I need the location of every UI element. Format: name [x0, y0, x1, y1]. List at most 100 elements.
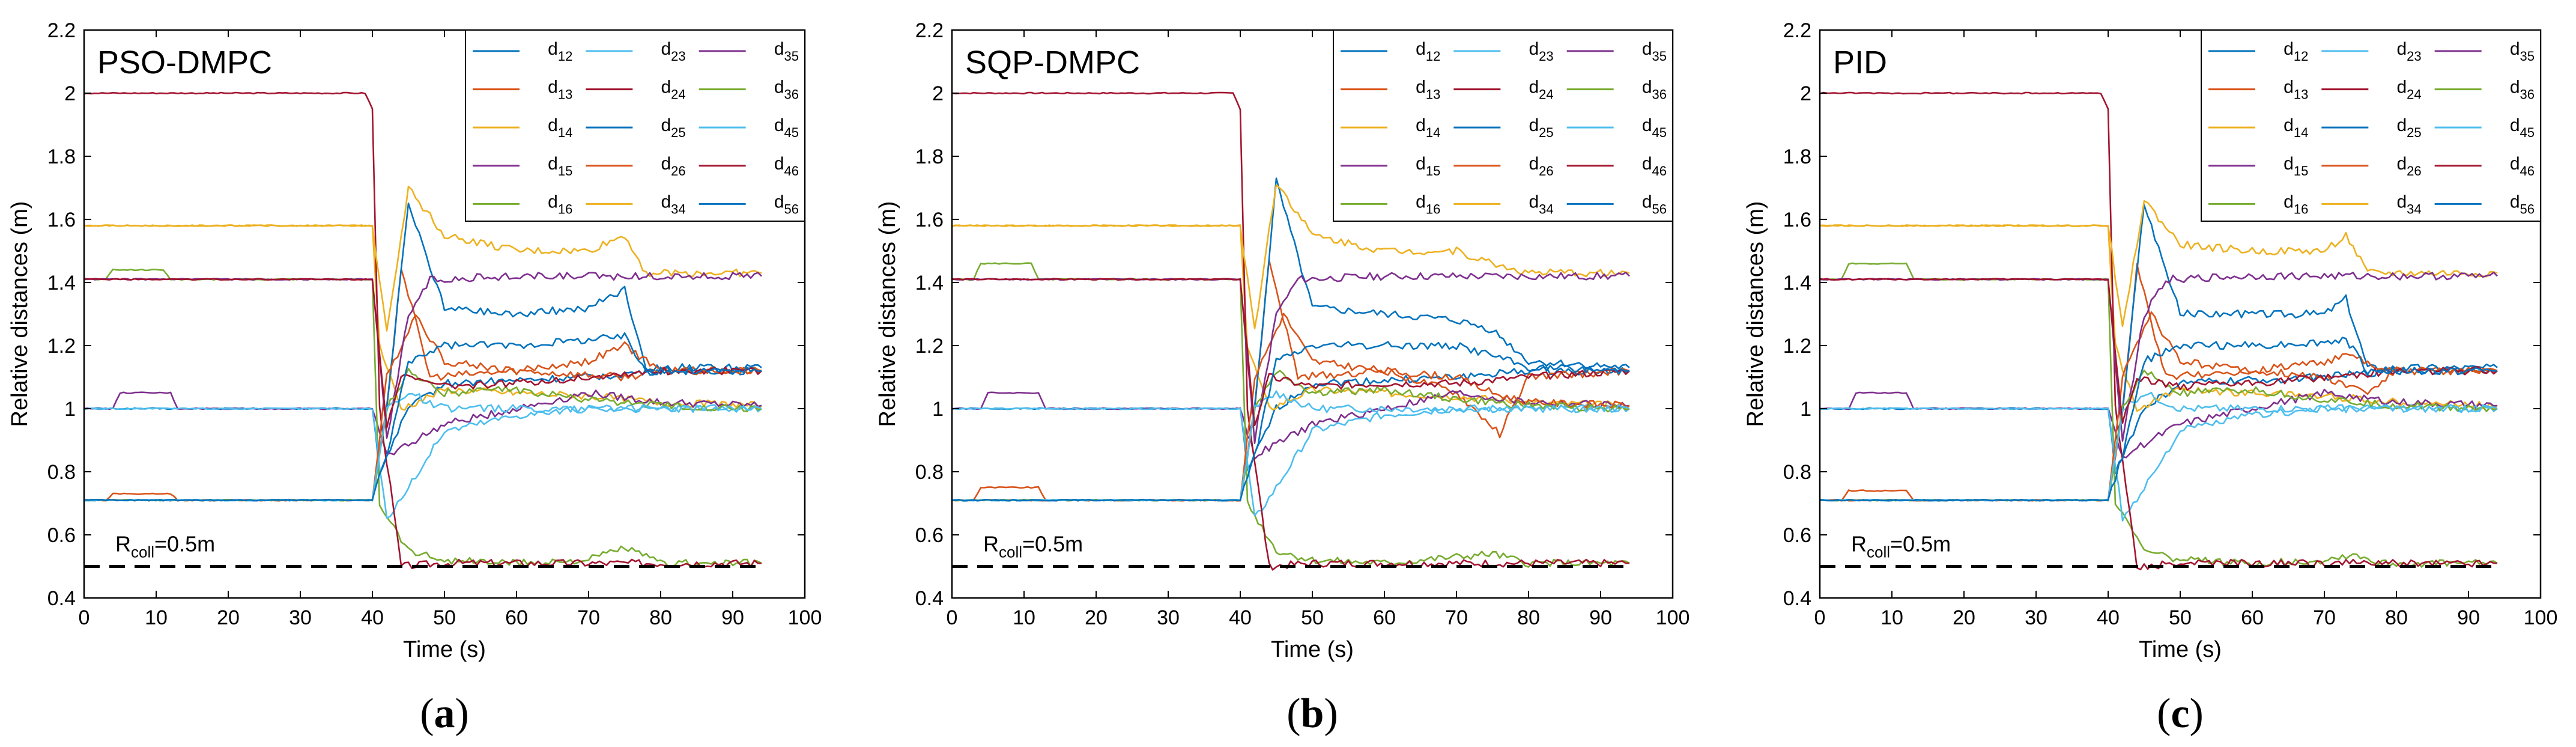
x-tick-label: 30 [1157, 606, 1180, 629]
chart-svg-a: 0 10 20 30 40 50 60 70 80 90 100 0.4 0.6 0.8 1 1.2 1.4 1.… [7, 19, 822, 737]
legend-entry-d46: d46 [1642, 154, 1667, 178]
y-tick-label: 1.4 [915, 272, 944, 294]
x-tick-label: 30 [289, 606, 312, 629]
x-axis-title: Time (s) [403, 637, 486, 662]
y-axis-title: Relative distances (m) [875, 201, 900, 427]
y-tick-label: 1.2 [1783, 335, 1811, 358]
legend-entry-d16: d16 [1416, 192, 1440, 216]
legend-name: d [2510, 192, 2520, 212]
legend-name: d [548, 154, 558, 174]
panel-label-close: ) [1324, 691, 1338, 737]
x-tick-label: 10 [1013, 606, 1035, 629]
chart-panel-c: 0 10 20 30 40 50 60 70 80 90 100 0.4 0.6 0.8 1 1.2 1.4 1.… [1736, 0, 2576, 747]
x-tick-label: 80 [2385, 606, 2408, 629]
y-tick-label: 0.8 [1783, 461, 1811, 484]
legend-name: d [2510, 154, 2520, 174]
legend-sub: 15 [2294, 163, 2308, 178]
y-tick-label: 0.8 [47, 461, 76, 484]
y-tick-label: 1.6 [915, 209, 944, 231]
x-tick-label: 0 [79, 606, 90, 629]
legend-entry-d23: d23 [661, 39, 685, 64]
legend-sub: 23 [1539, 49, 1553, 64]
legend-name: d [1416, 192, 1426, 212]
legend-sub: 56 [1652, 201, 1667, 216]
legend-name: d [1642, 154, 1652, 174]
legend-name: d [548, 115, 558, 135]
y-tick-label: 2.2 [915, 19, 944, 42]
legend-sub: 25 [671, 125, 685, 140]
legend-name: d [548, 192, 558, 212]
legend-entry-d26: d26 [661, 154, 685, 178]
legend-name: d [2396, 39, 2407, 59]
legend-name: d [2284, 78, 2294, 97]
legend-entry-d14: d14 [548, 115, 572, 140]
legend-entry-d45: d45 [774, 115, 799, 140]
legend-entry-d15: d15 [548, 154, 572, 178]
x-tick-label: 60 [505, 606, 528, 629]
legend-sub: 46 [2520, 163, 2535, 178]
legend-entry-d46: d46 [2510, 154, 2535, 178]
x-tick-label: 90 [2457, 606, 2480, 629]
legend-name: d [2396, 78, 2407, 97]
x-tick-label: 30 [2025, 606, 2047, 629]
legend-sub: 24 [2407, 87, 2421, 102]
panel-label-letter: b [1301, 691, 1324, 737]
legend-entry-d24: d24 [661, 78, 685, 102]
plot-title: PID [1833, 44, 1887, 81]
legend-sub: 46 [784, 163, 799, 178]
series-line-d34 [952, 184, 1630, 329]
legend-entry-d45: d45 [1642, 115, 1667, 140]
legend-entry-d56: d56 [774, 192, 799, 216]
series-line-d23 [952, 404, 1630, 517]
legend-name: d [2396, 154, 2407, 174]
legend-sub: 13 [558, 87, 572, 102]
series-line-d24 [952, 91, 1630, 571]
y-tick-label: 1.2 [915, 335, 944, 358]
legend-name: d [661, 154, 671, 174]
panel-label-close: ) [455, 691, 469, 737]
legend-entry-d45: d45 [2510, 115, 2535, 140]
legend-name: d [661, 192, 671, 212]
legend-name: d [1529, 78, 1539, 97]
x-axis-title: Time (s) [1271, 637, 1354, 662]
panel-label: (c) [2157, 691, 2204, 737]
legend-entry-d14: d14 [1416, 115, 1440, 140]
plot-title: PSO-DMPC [97, 44, 272, 81]
legend-sub: 24 [1539, 87, 1553, 102]
legend-entry-d23: d23 [2396, 39, 2421, 64]
annot-suffix: =0.5m [154, 532, 215, 556]
chart-panel-b: 0 10 20 30 40 50 60 70 80 90 100 0.4 0.6 0.8 1 1.2 1.4 1.… [868, 0, 1727, 747]
y-tick-label: 1.8 [47, 145, 76, 168]
x-tick-label: 70 [577, 606, 600, 629]
collision-threshold-label: Rcoll=0.5m [983, 532, 1083, 561]
legend-entry-d24: d24 [1529, 78, 1553, 102]
legend-name: d [1416, 115, 1426, 135]
x-tick-label: 20 [1085, 606, 1108, 629]
annot-prefix: R [983, 532, 999, 556]
x-tick-label: 0 [947, 606, 958, 629]
legend-name: d [1529, 192, 1539, 212]
legend-entry-d24: d24 [2396, 78, 2421, 102]
legend-entry-d25: d25 [1529, 115, 1553, 140]
legend-entry-d12: d12 [1416, 39, 1440, 64]
legend-name: d [1416, 78, 1426, 97]
x-axis-title: Time (s) [2139, 637, 2222, 662]
legend-entry-d13: d13 [2284, 78, 2308, 102]
series-line-d34 [1820, 200, 2498, 328]
legend-sub: 36 [2520, 87, 2535, 102]
x-tick-label: 70 [1445, 606, 1468, 629]
y-tick-label: 0.8 [915, 461, 944, 484]
legend-entry-d15: d15 [1416, 154, 1440, 178]
legend-sub: 14 [558, 125, 572, 140]
x-tick-label: 100 [788, 606, 822, 629]
y-tick-label: 2 [64, 82, 76, 105]
legend-sub: 16 [558, 201, 572, 216]
legend-entry-d16: d16 [2284, 192, 2308, 216]
y-tick-label: 1.4 [1783, 272, 1811, 294]
legend-sub: 26 [1539, 163, 1553, 178]
legend-entry-d35: d35 [774, 39, 799, 64]
legend-sub: 34 [671, 201, 685, 216]
annot-sub: coll [131, 543, 154, 561]
legend-sub: 23 [671, 49, 685, 64]
legend-entry-d16: d16 [548, 192, 572, 216]
